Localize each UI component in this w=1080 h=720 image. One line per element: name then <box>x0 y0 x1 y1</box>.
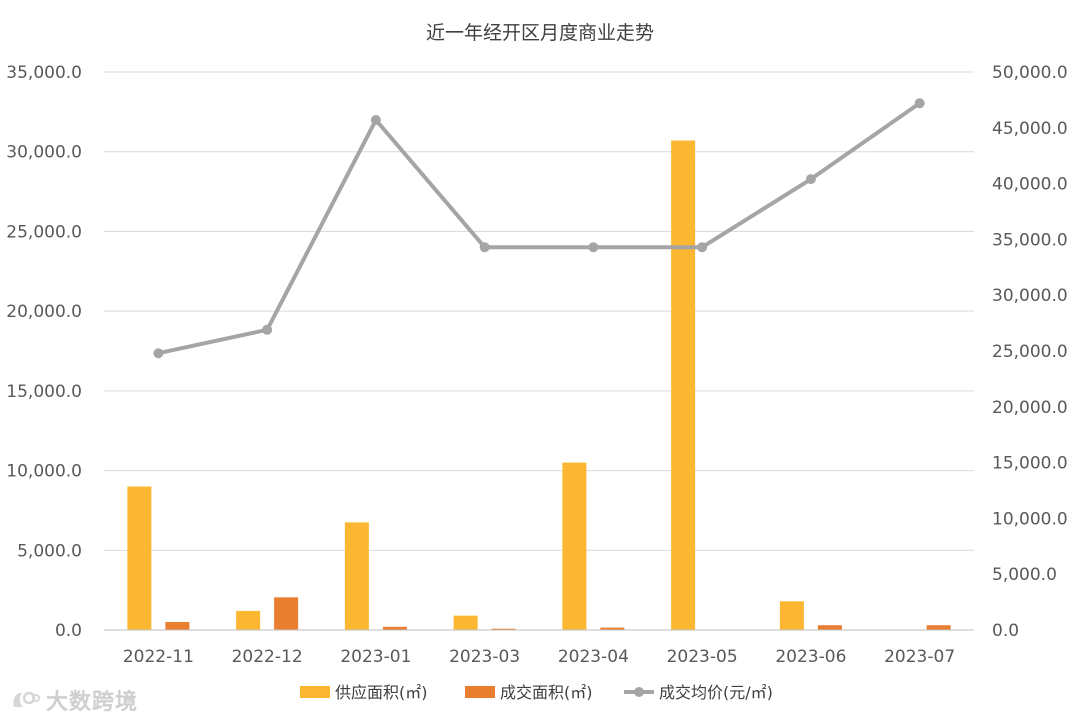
bar <box>491 628 516 630</box>
line-point <box>914 98 925 109</box>
legend-label: 成交均价(元/㎡) <box>659 683 773 702</box>
y-right-tick-label: 10,000.0 <box>992 509 1068 529</box>
axes: 0.0 5,000.0 10,000.0 15,000.0 20,000.0 25,000… <box>6 63 1067 667</box>
line-point <box>153 348 164 359</box>
bar <box>165 622 190 630</box>
line-point <box>479 242 490 253</box>
x-tick-label: 2022-12 <box>232 647 303 667</box>
y-left-tick-label: 0.0 <box>55 621 82 641</box>
y-left-tick-label: 10,000.0 <box>6 462 82 482</box>
bar <box>453 615 478 630</box>
x-tick-label: 2023-04 <box>558 647 629 667</box>
gridlines <box>104 71 974 551</box>
bar <box>562 462 587 630</box>
line-series <box>153 98 925 359</box>
legend-swatch <box>300 686 330 698</box>
legend-marker <box>634 687 644 697</box>
y-left-tick-label: 20,000.0 <box>6 302 82 322</box>
watermark-logo-icon <box>13 691 40 707</box>
y-right-tick-label: 50,000.0 <box>992 63 1068 83</box>
chart-title: 近一年经开区月度商业走势 <box>426 22 654 44</box>
x-tick-label: 2023-06 <box>775 647 846 667</box>
line-point <box>805 174 816 185</box>
x-tick-label: 2023-01 <box>340 647 411 667</box>
y-right-tick-label: 20,000.0 <box>992 398 1068 418</box>
y-right-tick-label: 40,000.0 <box>992 175 1068 195</box>
y-right-tick-label: 15,000.0 <box>992 454 1068 474</box>
watermark-text: 大数跨境 <box>46 690 139 715</box>
legend: 供应面积(㎡) 成交面积(㎡) 成交均价(元/㎡) <box>300 683 773 702</box>
x-tick-label: 2023-05 <box>667 647 738 667</box>
line-point <box>262 324 273 335</box>
bar <box>344 522 369 630</box>
y-left-tick-label: 25,000.0 <box>6 222 82 242</box>
y-right-tick-label: 25,000.0 <box>992 342 1068 362</box>
line-point <box>697 242 708 253</box>
bar <box>382 626 407 630</box>
bar <box>127 486 152 630</box>
y-right-tick-label: 5,000.0 <box>992 565 1057 585</box>
y-left-tick-label: 15,000.0 <box>6 382 82 402</box>
y-left-tick-label: 30,000.0 <box>6 143 82 163</box>
y-left-tick-label: 35,000.0 <box>6 63 82 83</box>
legend-label: 供应面积(㎡) <box>335 683 428 702</box>
bar <box>671 140 696 630</box>
bar <box>236 610 261 630</box>
line-point <box>588 242 599 253</box>
y-left-tick-label: 5,000.0 <box>17 541 82 561</box>
bar <box>779 601 804 630</box>
y-right-tick-label: 45,000.0 <box>992 119 1068 139</box>
bar-series <box>127 140 951 630</box>
x-tick-label: 2022-11 <box>123 647 194 667</box>
line-point <box>370 114 381 125</box>
x-tick-label: 2023-03 <box>449 647 520 667</box>
legend-swatch <box>465 686 495 698</box>
x-tick-label: 2023-07 <box>884 647 955 667</box>
bar <box>600 627 625 630</box>
bar <box>274 597 299 630</box>
y-right-tick-label: 35,000.0 <box>992 230 1068 250</box>
watermark: 大数跨境 <box>10 684 138 716</box>
y-right-tick-label: 0.0 <box>992 621 1019 641</box>
bar <box>817 625 842 630</box>
series-line <box>157 101 921 356</box>
bar <box>926 625 951 630</box>
y-right-tick-label: 30,000.0 <box>992 286 1068 306</box>
legend-label: 成交面积(㎡) <box>500 683 593 702</box>
